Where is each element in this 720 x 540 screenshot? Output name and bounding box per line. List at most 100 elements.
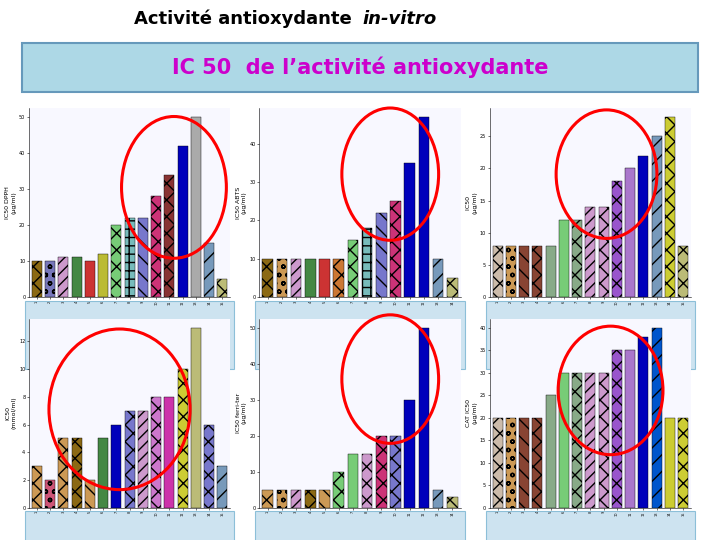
Bar [217,466,228,508]
FancyBboxPatch shape [255,511,465,540]
Bar [376,436,387,508]
Bar [262,490,273,508]
Bar [599,373,608,508]
Bar [572,220,582,297]
Y-axis label: IC50
(mmol/ml): IC50 (mmol/ml) [6,397,17,429]
Bar [418,328,429,508]
Bar [276,490,287,508]
Bar [348,240,359,297]
Bar [319,259,330,297]
Bar [625,350,635,508]
Bar [291,259,302,297]
Bar [32,466,42,508]
Bar [85,261,95,297]
Bar [405,163,415,297]
Bar [433,490,444,508]
Y-axis label: CAT IC50
(μg/ml): CAT IC50 (μg/ml) [467,399,477,427]
Bar [85,480,95,508]
Bar [262,259,273,297]
FancyBboxPatch shape [24,301,235,369]
Bar [546,395,556,508]
Bar [418,117,429,297]
Bar [45,480,55,508]
Y-axis label: IC50 ferri-ter
(μg/ml): IC50 ferri-ter (μg/ml) [236,393,247,433]
Bar [164,174,174,297]
Bar [519,417,529,508]
Bar [305,490,315,508]
Bar [178,146,188,297]
Bar [191,117,201,297]
Bar [291,490,302,508]
Bar [390,436,401,508]
Bar [333,471,344,508]
Bar [639,156,649,297]
Bar [678,246,688,297]
Bar [217,279,228,297]
Bar [492,246,503,297]
Bar [204,424,214,508]
Bar [125,218,135,297]
Bar [639,336,649,508]
Bar [433,259,444,297]
Bar [361,228,372,297]
Bar [585,207,595,297]
Bar [532,246,542,297]
Bar [58,438,68,508]
Bar [178,369,188,508]
Bar [138,411,148,508]
Bar [625,168,635,297]
Bar [376,213,387,297]
Bar [138,218,148,297]
Bar [559,373,569,508]
Y-axis label: IC50 DPPH
(μg/ml): IC50 DPPH (μg/ml) [6,186,17,219]
Bar [305,259,315,297]
Y-axis label: IC50 
(μg/ml): IC50 (μg/ml) [467,191,477,214]
Bar [447,278,458,297]
Bar [546,246,556,297]
Bar [98,438,108,508]
Bar [319,490,330,508]
Bar [390,201,401,297]
Bar [559,220,569,297]
Bar [98,254,108,297]
Bar [652,136,662,297]
Bar [612,181,622,297]
Bar [71,258,81,297]
Text: in-vitro: in-vitro [362,10,436,28]
Y-axis label: IC50 ABTS
(μg/ml): IC50 ABTS (μg/ml) [236,186,247,219]
Bar [112,424,121,508]
Bar [361,454,372,508]
FancyBboxPatch shape [22,43,698,92]
Bar [665,117,675,297]
Bar [71,438,81,508]
Bar [506,246,516,297]
Bar [405,400,415,508]
Bar [492,417,503,508]
Bar [665,417,675,508]
Bar [333,259,344,297]
Bar [164,397,174,508]
Bar [32,261,42,297]
Bar [678,417,688,508]
Bar [599,207,608,297]
Bar [506,417,516,508]
FancyBboxPatch shape [485,301,696,369]
Bar [151,196,161,297]
Bar [572,373,582,508]
Bar [447,497,458,508]
Bar [112,225,121,297]
FancyBboxPatch shape [485,511,696,540]
Bar [348,454,359,508]
Bar [276,259,287,297]
Bar [58,258,68,297]
Bar [652,328,662,508]
Text: Activité antioxydante: Activité antioxydante [134,10,358,28]
Bar [532,417,542,508]
Bar [204,243,214,297]
Bar [191,328,201,508]
Bar [585,373,595,508]
Bar [151,397,161,508]
Bar [125,411,135,508]
FancyBboxPatch shape [24,511,235,540]
Text: IC 50  de l’activité antioxydante: IC 50 de l’activité antioxydante [172,57,548,78]
